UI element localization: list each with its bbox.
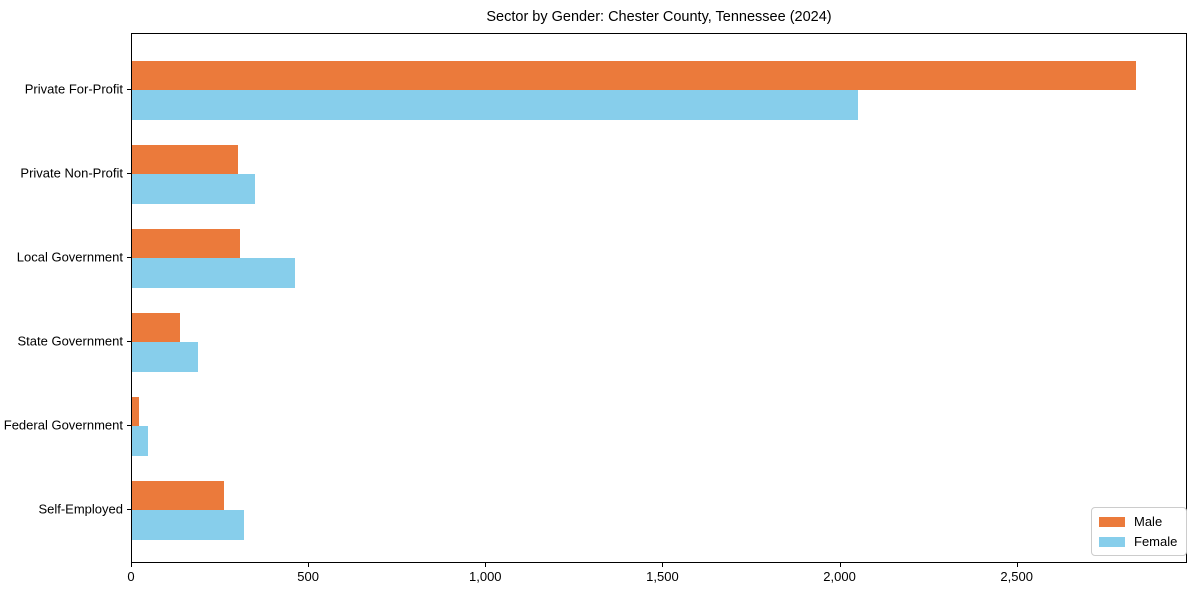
male-bar [132,144,239,174]
female-swatch-icon [1099,536,1125,547]
female-bar [132,258,295,288]
female-bar [132,510,244,540]
x-tick-mark [308,563,310,567]
male-bar [132,396,140,426]
female-bar [132,174,256,204]
y-tick-mark [127,425,131,426]
y-tick-mark [127,89,131,90]
female-bar [132,426,148,456]
legend-label: Female [1134,534,1178,549]
y-tick-label: State Government [17,333,124,349]
legend-item-male: Male [1099,514,1177,529]
x-tick-mark [131,563,132,567]
y-tick-mark [127,509,131,510]
y-tick-mark [127,341,131,342]
female-bar [132,342,198,372]
plot-area [131,33,1187,563]
male-bar [132,480,225,510]
x-tick-label: 2,500 [1000,569,1033,584]
chart-title: Sector by Gender: Chester County, Tennes… [486,9,832,25]
y-tick-mark [127,173,131,174]
x-tick-label: 0 [127,569,135,584]
x-tick-label: 500 [297,569,319,584]
legend-item-female: Female [1099,534,1177,549]
x-tick-mark [839,563,841,567]
x-tick-label: 2,000 [823,569,856,584]
y-tick-label: Self-Employed [38,501,123,517]
male-bar [132,312,180,342]
female-bar [132,90,859,120]
male-swatch-icon [1099,516,1125,527]
x-tick-mark [1016,563,1018,567]
y-tick-mark [127,257,131,258]
male-bar [132,228,241,258]
y-tick-label: Federal Government [3,417,123,433]
x-tick-label: 1,000 [469,569,502,584]
y-tick-label: Private For-Profit [24,81,123,97]
x-tick-label: 1,500 [646,569,679,584]
x-tick-mark [485,563,487,567]
legend: Male Female [1091,507,1188,556]
x-tick-mark [662,563,664,567]
y-tick-label: Local Government [16,249,123,265]
legend-label: Male [1134,514,1163,529]
male-bar [132,60,1137,90]
y-tick-label: Private Non-Profit [20,165,123,181]
